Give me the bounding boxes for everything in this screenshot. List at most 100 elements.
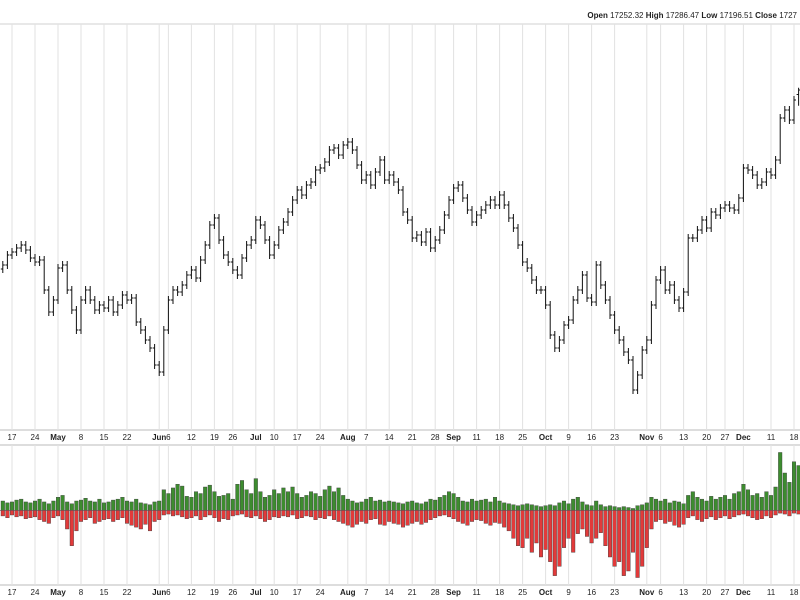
histogram-bar [382,510,387,526]
ohlc-bar [51,296,56,316]
histogram-bar [147,504,152,511]
histogram-bar [221,495,226,511]
histogram-bar [575,510,580,534]
ohlc-bar [686,234,691,296]
open-label: Open [587,11,608,20]
ohlc-bar [97,301,102,314]
histogram-bar [391,510,396,524]
ohlc-bar [226,251,231,266]
histogram-bar [239,510,244,515]
histogram-bar [19,498,24,511]
histogram-bar [46,503,51,511]
histogram-bar [355,502,360,511]
histogram-bar [529,510,534,553]
x-tick-label: 23 [610,588,619,597]
histogram-bar [97,510,102,522]
histogram-bar [14,510,19,518]
ohlc-bar [663,266,668,294]
histogram-bar [152,501,157,511]
histogram-bar [465,510,470,526]
histogram-bar [203,486,208,511]
histogram-bar [741,484,746,511]
ohlc-bar [640,346,645,379]
histogram-bar [520,510,525,548]
x-tick-label: Jul [250,588,262,597]
ohlc-bar [456,181,461,192]
histogram-bar [732,510,737,518]
histogram-bar [557,502,562,511]
histogram-bar [764,510,769,517]
histogram-bar [309,510,314,518]
histogram-bar [60,510,65,520]
histogram-bar [635,505,640,511]
histogram-bar [488,501,493,511]
ohlc-bar [134,294,139,326]
histogram-bar [368,497,373,511]
histogram-bar [253,510,258,517]
marks [0,87,800,578]
histogram-bar [161,489,166,511]
histogram-bar [529,504,534,511]
ohlc-bar [539,286,543,294]
histogram-bar [0,500,5,511]
histogram-bar [520,504,525,511]
x-tick-label: 17 [293,588,302,597]
ohlc-bar [405,208,410,224]
histogram-bar [78,499,83,511]
x-tick-label: Oct [539,433,553,442]
histogram-bar [608,505,613,511]
ohlc-bar [92,296,97,314]
ohlc-bar [681,288,686,312]
histogram-bar [221,510,226,519]
histogram-bar [488,510,493,526]
histogram-bar [603,510,608,547]
histogram-bar [23,501,28,511]
histogram-bar [447,491,452,511]
histogram-bar [115,510,120,520]
ohlc-bar [589,294,594,306]
histogram-bar [276,493,281,511]
ohlc-bar [598,261,603,289]
histogram-bar [640,504,645,511]
ohlc-bar [350,138,355,154]
histogram-bar [184,510,189,519]
histogram-bar [101,510,106,520]
x-tick-label: May [50,588,66,597]
x-tick-label: 15 [100,588,109,597]
ohlc-bar [318,164,323,174]
histogram-bar [235,510,240,516]
ohlc-bar [483,201,488,214]
ohlc-bar [115,301,120,316]
x-tick-label: Sep [446,433,461,442]
histogram-bar [33,510,38,518]
histogram-bar [617,510,622,562]
histogram-bar [180,485,185,511]
x-tick-label: 16 [587,433,596,442]
histogram-bar [424,501,429,511]
x-tick-label: 22 [123,588,132,597]
histogram-bar [585,504,590,511]
histogram-bar [5,510,10,519]
histogram-bar [557,510,562,567]
histogram-bar [83,510,88,520]
ohlc-bar [272,241,277,259]
ohlc-bar [424,228,428,246]
histogram-bar [750,495,755,511]
histogram-bar [281,487,286,511]
histogram-bar [157,500,162,511]
ohlc-bar [713,208,718,219]
histogram-bar [387,500,392,511]
histogram-bar [589,505,594,511]
histogram-bar [769,495,774,511]
histogram-bar [534,505,539,511]
histogram-bar [690,491,695,511]
ohlc-bar [470,206,474,226]
histogram-bar [327,510,332,517]
histogram-bar [516,505,521,511]
x-tick-label: 23 [610,433,619,442]
ohlc-bar [295,186,300,204]
ohlc-bar [474,211,479,226]
histogram-bar [516,510,521,547]
x-tick-label: 18 [495,433,504,442]
